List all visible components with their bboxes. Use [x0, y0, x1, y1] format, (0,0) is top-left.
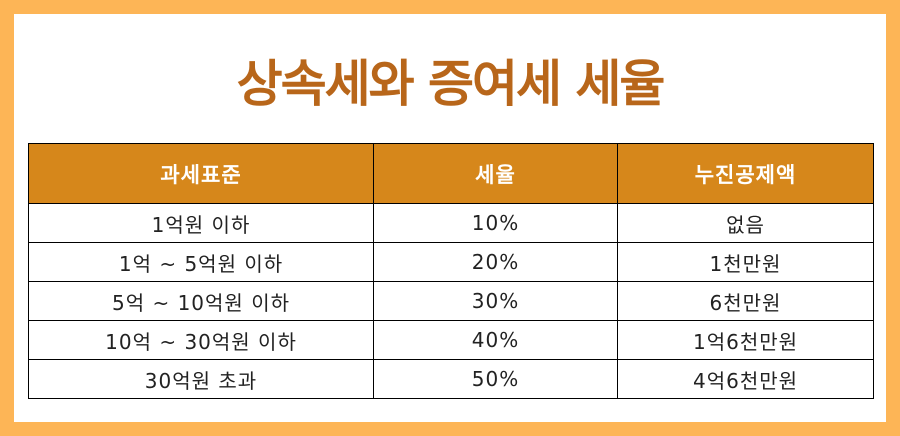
- cell-tax-rate: 30%: [373, 281, 618, 321]
- content-card: 상속세와 증여세 세율 과세표준 세율 누진공제액 1억원 이하 10% 없음 …: [14, 14, 886, 422]
- cell-tax-base: 1억원 이하: [28, 203, 374, 243]
- tax-rate-table: 과세표준 세율 누진공제액 1억원 이하 10% 없음 1억 ~ 5억원 이하 …: [28, 143, 874, 399]
- table-header-row: 과세표준 세율 누진공제액: [28, 143, 874, 204]
- header-progressive-deduction: 누진공제액: [617, 143, 874, 204]
- cell-tax-base: 30억원 초과: [28, 359, 374, 399]
- cell-tax-rate: 40%: [373, 320, 618, 360]
- table-row: 1억원 이하 10% 없음: [28, 203, 874, 243]
- cell-tax-rate: 20%: [373, 242, 618, 282]
- header-tax-rate: 세율: [373, 143, 618, 204]
- page-title: 상속세와 증여세 세율: [236, 55, 666, 113]
- table-row: 10억 ~ 30억원 이하 40% 1억6천만원: [28, 320, 874, 360]
- cell-tax-base: 10억 ~ 30억원 이하: [28, 320, 374, 360]
- cell-deduction: 없음: [617, 203, 874, 243]
- cell-tax-base: 5억 ~ 10억원 이하: [28, 281, 374, 321]
- cell-deduction: 1천만원: [617, 242, 874, 282]
- table-row: 1억 ~ 5억원 이하 20% 1천만원: [28, 242, 874, 282]
- table-row: 5억 ~ 10억원 이하 30% 6천만원: [28, 281, 874, 321]
- cell-deduction: 4억6천만원: [617, 359, 874, 399]
- cell-tax-base: 1억 ~ 5억원 이하: [28, 242, 374, 282]
- cell-deduction: 1억6천만원: [617, 320, 874, 360]
- table-row: 30억원 초과 50% 4억6천만원: [28, 359, 874, 399]
- cell-tax-rate: 50%: [373, 359, 618, 399]
- header-tax-base: 과세표준: [28, 143, 374, 204]
- cell-deduction: 6천만원: [617, 281, 874, 321]
- cell-tax-rate: 10%: [373, 203, 618, 243]
